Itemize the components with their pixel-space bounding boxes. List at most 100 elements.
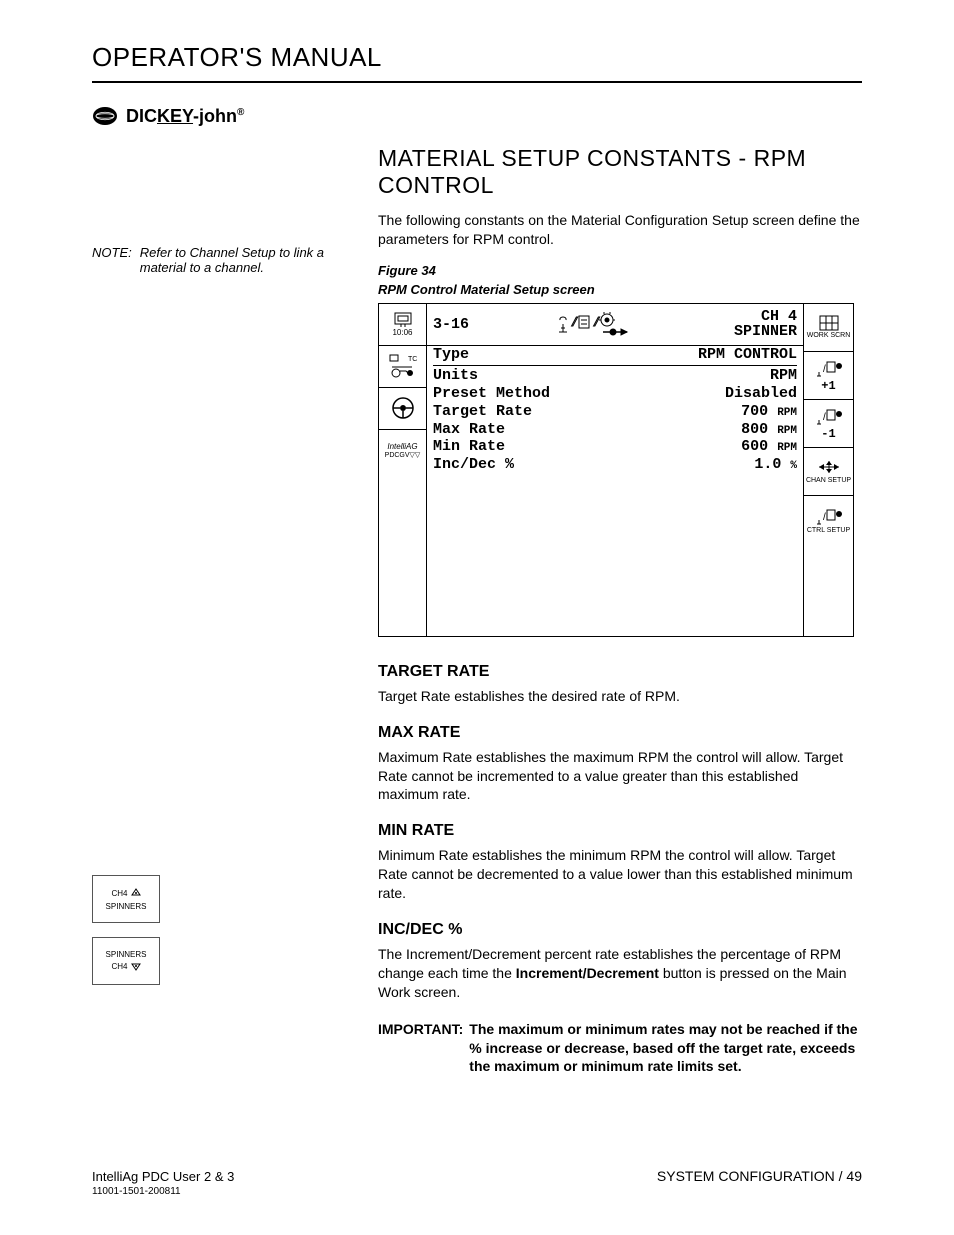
row-value: Disabled (725, 385, 797, 403)
row-value: RPM (770, 367, 797, 385)
body-target-rate: Target Rate establishes the desired rate… (378, 687, 862, 706)
screen-row-min[interactable]: Min Rate 600 RPM (433, 438, 797, 456)
row-num: 700 (741, 403, 768, 420)
footer-right: SYSTEM CONFIGURATION / 49 (657, 1168, 862, 1184)
rbar-minus-text: -1 (821, 427, 835, 441)
screen-row-preset[interactable]: Preset Method Disabled (433, 385, 797, 403)
screen-topcode: 3-16 (433, 316, 469, 333)
rbar-ctrl-setup[interactable]: / CTRL SETUP (804, 496, 853, 544)
rpm-setup-screen: 10:06 TC IntelliAG PDCGV▽▽ (378, 303, 854, 637)
section-inc-dec: INC/DEC % The Increment/Decrement percen… (378, 921, 862, 1002)
important-label: IMPORTANT: (378, 1020, 463, 1077)
rbar-plus[interactable]: / +1 (804, 352, 853, 400)
rbar-chan-setup[interactable]: CHAN SETUP (804, 448, 853, 496)
ctrl-icon: / (815, 506, 843, 526)
screen-row-max[interactable]: Max Rate800 RPM (433, 421, 797, 439)
note-label: NOTE: (92, 245, 132, 275)
thumb-a-l1: CH4 (111, 889, 127, 898)
section-min-rate: MIN RATE Minimum Rate establishes the mi… (378, 822, 862, 903)
screen-row-target[interactable]: Target Rate700 RPM (433, 403, 797, 421)
rbar-chan-text: CHAN SETUP (806, 477, 851, 484)
row-value: 600 RPM (741, 438, 797, 456)
plus-icon: / (815, 358, 843, 378)
screen-body: Type RPM CONTROL Units RPM Preset Method Di… (427, 346, 803, 636)
brand-key: KEY (157, 106, 193, 126)
lbar-tc-cell[interactable]: TC (379, 346, 426, 388)
brand-reg: ® (237, 107, 244, 118)
screen-ch-line1: CH 4 (761, 308, 797, 325)
page-title: OPERATOR'S MANUAL (92, 42, 862, 73)
thumb-ch4-spinners: CH4 SPINNERS (92, 875, 160, 923)
lbar-clock-text: 10:06 (392, 329, 412, 337)
row-label: Type (433, 346, 469, 364)
figure-label: Figure 34 (378, 263, 862, 278)
rbar-plus-text: +1 (821, 379, 835, 393)
rbar-minus[interactable]: / -1 (804, 400, 853, 448)
footer-left-sub: 11001-1501-200811 (92, 1186, 234, 1197)
lbar-steer-cell[interactable] (379, 388, 426, 430)
left-margin-column: NOTE: Refer to Channel Setup to link a m… (92, 145, 354, 1076)
row-num: 1.0 (754, 456, 781, 473)
section-max-rate: MAX RATE Maximum Rate establishes the ma… (378, 724, 862, 805)
figure-caption: RPM Control Material Setup screen (378, 282, 862, 297)
brand-pre: DIC (126, 106, 157, 126)
minus-icon: / (815, 406, 843, 426)
spinner-down-icon (131, 961, 141, 973)
screen-row-units[interactable]: Units RPM (433, 367, 797, 385)
margin-note: NOTE: Refer to Channel Setup to link a m… (92, 245, 354, 275)
brand-glyph-icon (92, 105, 118, 127)
row-unit: RPM (777, 442, 797, 454)
lbar-clock-cell[interactable]: 10:06 (379, 304, 426, 346)
heading-max-rate: MAX RATE (378, 724, 862, 742)
thumb-spinners-ch4: SPINNERS CH4 (92, 937, 160, 985)
chan-icon (817, 458, 841, 476)
row-unit: RPM (777, 407, 797, 419)
row-label: Units (433, 367, 478, 385)
body-max-rate: Maximum Rate establishes the maximum RPM… (378, 748, 862, 805)
section-target-rate: TARGET RATE Target Rate establishes the … (378, 663, 862, 706)
svg-text:TC: TC (408, 356, 417, 363)
row-value: RPM CONTROL (698, 346, 797, 364)
svg-text:/: / (593, 316, 600, 330)
row-num: 800 (741, 421, 768, 438)
screen-row-type[interactable]: Type RPM CONTROL (433, 346, 797, 367)
svg-text:/: / (823, 412, 826, 423)
body-min-rate: Minimum Rate establishes the minimum RPM… (378, 846, 862, 903)
screen-right-bar: WORK SCRN / +1 / -1 CHAN SETUP / CTRL SE… (803, 304, 853, 636)
grid-icon (819, 315, 839, 331)
footer-left: IntelliAg PDC User 2 & 3 11001-1501-2008… (92, 1169, 234, 1197)
heading-target-rate: TARGET RATE (378, 663, 862, 681)
page-footer: IntelliAg PDC User 2 & 3 11001-1501-2008… (92, 1168, 862, 1197)
incdec-bold: Increment/Decrement (516, 965, 659, 981)
spinner-up-icon (131, 888, 141, 900)
steering-icon (391, 396, 415, 420)
screen-ch-line2: SPINNER (734, 323, 797, 340)
thumb-a-l2: SPINNERS (106, 902, 147, 911)
intro-paragraph: The following constants on the Material … (378, 211, 862, 249)
row-value: 1.0 % (754, 456, 797, 474)
row-unit: RPM (777, 425, 797, 437)
rbar-work-scrn[interactable]: WORK SCRN (804, 304, 853, 352)
footer-left-main: IntelliAg PDC User 2 & 3 (92, 1169, 234, 1184)
svg-text:/: / (823, 364, 826, 375)
row-num: 600 (741, 438, 768, 455)
screen-top-bar: 3-16 / / (427, 304, 803, 346)
section-title: MATERIAL SETUP CONSTANTS - RPM CONTROL (378, 145, 862, 199)
thumb-b-l1: SPINNERS (106, 950, 147, 959)
lbar-pdcgv-text: PDCGV▽▽ (385, 452, 421, 459)
row-label: Inc/Dec % (433, 456, 514, 474)
brand-logo-row: DICKEY-john® (92, 105, 862, 127)
row-label: Preset Method (433, 385, 550, 403)
screen-row-incdec[interactable]: Inc/Dec % 1.0 % (433, 456, 797, 474)
svg-text:/: / (823, 512, 826, 523)
screen-channel-label: CH 4 SPINNER (734, 309, 797, 341)
body-inc-dec: The Increment/Decrement percent rate est… (378, 945, 862, 1002)
monitor-icon (393, 312, 413, 328)
screen-breadcrumb-icons: / / (477, 310, 726, 338)
lbar-intelliag-cell[interactable]: IntelliAG PDCGV▽▽ (379, 430, 426, 472)
brand-post: -john (193, 106, 237, 126)
tc-icon: TC (388, 353, 418, 379)
row-unit: % (790, 460, 797, 472)
row-label: Min Rate (433, 438, 505, 456)
rbar-work-text: WORK SCRN (807, 332, 851, 339)
